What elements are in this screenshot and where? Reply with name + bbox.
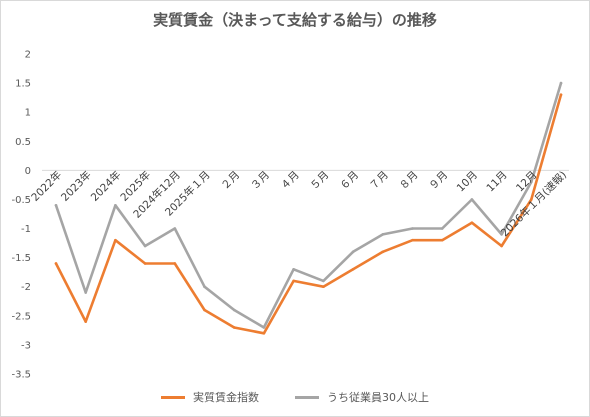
legend-label-series-1: 実質賃金指数: [193, 391, 259, 404]
y-tick-label: -1: [21, 224, 31, 235]
legend-item-series-2: うち従業員30人以上: [295, 389, 429, 405]
series-1-point: [470, 221, 474, 225]
x-category-label: 10月: [455, 169, 480, 194]
x-category-label: ２月: [219, 169, 242, 192]
y-tick-label: 0.5: [15, 137, 31, 148]
chart-title: 実質賃金（決まって支給する給与）の推移: [153, 11, 437, 29]
y-tick-label: -3.5: [11, 370, 31, 381]
series-2-point: [411, 227, 414, 230]
legend-item-series-1: 実質賃金指数: [161, 389, 259, 405]
legend-swatch-series-1: [161, 395, 185, 399]
y-tick-label: 1: [25, 108, 31, 119]
y-tick-label: -2.5: [11, 311, 31, 322]
x-category-label: ８月: [397, 169, 420, 192]
series-1-point: [559, 93, 563, 97]
x-category-label: ９月: [427, 169, 450, 192]
series-2-point: [322, 279, 325, 283]
series-2-point: [262, 326, 266, 329]
series-2-point: [351, 250, 355, 254]
series-1-point: [114, 238, 117, 242]
series-2-point: [559, 81, 563, 85]
series-2-point: [54, 203, 58, 207]
series-2-point: [114, 203, 117, 207]
series-1-point: [54, 262, 58, 265]
series-2-point: [292, 267, 295, 271]
series-2-point: [470, 198, 474, 201]
series-1-point: [351, 267, 355, 271]
series-1-point: [411, 238, 414, 242]
x-category-label: 2023年: [58, 168, 94, 204]
x-category-label: 11月: [484, 169, 509, 194]
series-line-2: [54, 81, 563, 329]
y-tick-label: 1.5: [15, 79, 31, 90]
x-category-label: ３月: [249, 169, 272, 192]
series-1-point: [529, 198, 533, 201]
y-tick-label: -2: [21, 282, 31, 293]
series-1-point: [203, 308, 206, 312]
series-2-point: [440, 227, 444, 230]
series-1-point: [232, 326, 236, 329]
y-tick-label: -0.5: [11, 195, 31, 206]
y-tick-label: 0: [25, 166, 31, 177]
y-tick-label: 2: [25, 50, 31, 61]
series-1-point: [84, 320, 88, 323]
y-tick-label: -3: [21, 340, 31, 351]
x-category-label: ６月: [338, 169, 361, 192]
series-2-point: [529, 180, 533, 184]
series-2-point: [500, 233, 503, 236]
y-axis-tick-labels: 2 1.5 1 0.5 0 -0.5 -1 -1.5 -2 -2.5 -3 -3.5: [11, 50, 31, 381]
series-1-point: [262, 331, 266, 335]
legend-label-series-2: うち従業員30人以上: [327, 391, 429, 404]
series-1-point: [381, 250, 385, 254]
y-tick-label: -1.5: [11, 253, 31, 264]
series-1-point: [322, 285, 325, 289]
series-2-point: [173, 227, 177, 230]
series-2-point: [143, 244, 147, 248]
series-1-point: [292, 279, 295, 283]
x-category-label: 2024年: [88, 168, 124, 204]
series-2-point: [203, 285, 206, 289]
series-lines: [54, 81, 563, 335]
series-2-point: [84, 291, 88, 294]
legend-swatch-series-2: [295, 395, 319, 399]
series-1-point: [440, 238, 444, 242]
legend: 実質賃金指数 うち従業員30人以上: [1, 389, 589, 405]
series-1-point: [173, 262, 177, 265]
series-line-1: [54, 93, 563, 335]
series-1-point: [500, 244, 503, 248]
x-category-label: ５月: [308, 169, 331, 192]
series-2-point: [232, 308, 236, 312]
series-1-point: [143, 262, 147, 265]
series-2-point: [381, 233, 385, 236]
x-category-label: 2022年: [29, 168, 65, 204]
x-category-label: ７月: [368, 169, 391, 192]
x-category-label: ４月: [278, 169, 301, 192]
